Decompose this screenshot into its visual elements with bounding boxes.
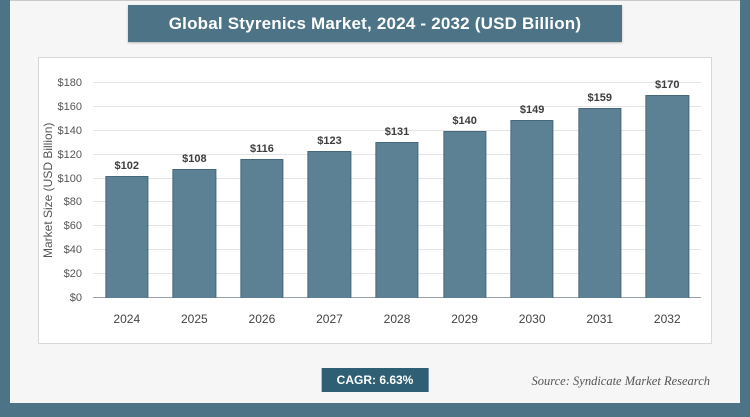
bar-value-label: $140	[452, 114, 477, 127]
y-tick-label: $120	[57, 148, 82, 161]
bar-2027[interactable]	[307, 151, 352, 298]
bar-value-label: $108	[182, 153, 207, 165]
y-tick-label: $60	[63, 220, 82, 233]
bars: $102 $108 $116 $123 $131 $140 $149 $159 $170	[93, 79, 702, 298]
y-axis-ticks: $0 $20 $40 $60 $80 $100 $120 $140 $160 $180	[53, 77, 87, 304]
y-tick-label: $140	[57, 124, 82, 137]
y-tick-label: $160	[57, 100, 82, 113]
bar-2024[interactable]	[105, 176, 149, 298]
y-tick-label: $180	[57, 77, 82, 89]
y-tick-label: $40	[63, 244, 82, 257]
right-frame-bar	[740, 0, 750, 417]
bottom-frame-bar	[0, 403, 750, 417]
x-tick-label-2024: 2024	[113, 312, 141, 326]
bar-value-label: $170	[655, 78, 680, 91]
gridline	[93, 105, 701, 107]
bar-group-2032: $170	[634, 79, 702, 298]
bar-group-2025: $108	[161, 83, 229, 298]
chart-title: Global Styrenics Market, 2024 - 2032 (US…	[168, 14, 582, 33]
bar-2025[interactable]	[172, 169, 216, 298]
gridline	[93, 129, 701, 131]
x-axis-labels: 2024 2025 2026 2027 2028 2029 2030 2031 2032	[93, 312, 701, 330]
bar-group-2029: $140	[431, 83, 499, 298]
bar-2031[interactable]	[578, 108, 622, 298]
bar-group-2024: $102	[93, 83, 161, 298]
x-tick-label-2031: 2031	[586, 312, 614, 326]
cagr-label: CAGR: 6.63%	[336, 373, 414, 387]
x-tick-label-2032: 2032	[653, 312, 681, 326]
bar-value-label: $116	[249, 143, 274, 156]
bar-group-2030: $149	[498, 83, 566, 298]
bar-2028[interactable]	[375, 141, 419, 298]
left-frame-bar	[0, 0, 10, 417]
bar-value-label: $131	[384, 125, 410, 138]
x-tick-label-2029: 2029	[451, 312, 478, 326]
bar-2032[interactable]	[645, 94, 689, 298]
plot-area: $102 $108 $116 $123 $131 $140 $149 $159 $170	[93, 79, 702, 298]
chart-title-banner: Global Styrenics Market, 2024 - 2032 (US…	[128, 5, 622, 42]
chart-panel: Market Size (USD Billion) $0 $20 $40 $60 $80…	[38, 57, 712, 344]
cagr-badge: CAGR: 6.63%	[321, 368, 429, 392]
bar-group-2026: $116	[228, 83, 296, 298]
bar-2030[interactable]	[510, 120, 554, 298]
bar-value-label: $159	[587, 92, 612, 105]
bar-2029[interactable]	[442, 130, 487, 298]
x-tick-label-2030: 2030	[518, 312, 546, 326]
bar-group-2027: $123	[296, 83, 364, 298]
bar-group-2031: $159	[566, 83, 634, 298]
x-tick-label-2025: 2025	[180, 312, 208, 326]
x-tick-label-2026: 2026	[248, 312, 276, 326]
y-tick-label: $100	[57, 172, 82, 185]
x-tick-label-2028: 2028	[383, 312, 411, 326]
bar-2026[interactable]	[240, 159, 284, 298]
bar-group-2028: $131	[363, 83, 431, 298]
bar-value-label: $149	[519, 104, 545, 117]
source-text: Source: Syndicate Market Research	[531, 374, 710, 388]
x-tick-label-2027: 2027	[316, 312, 343, 326]
gridline	[93, 82, 701, 83]
bar-value-label: $123	[317, 135, 342, 148]
y-tick-label: $0	[69, 292, 82, 304]
bar-value-label: $102	[114, 160, 140, 173]
y-tick-label: $20	[63, 268, 82, 281]
y-tick-label: $80	[63, 196, 82, 209]
